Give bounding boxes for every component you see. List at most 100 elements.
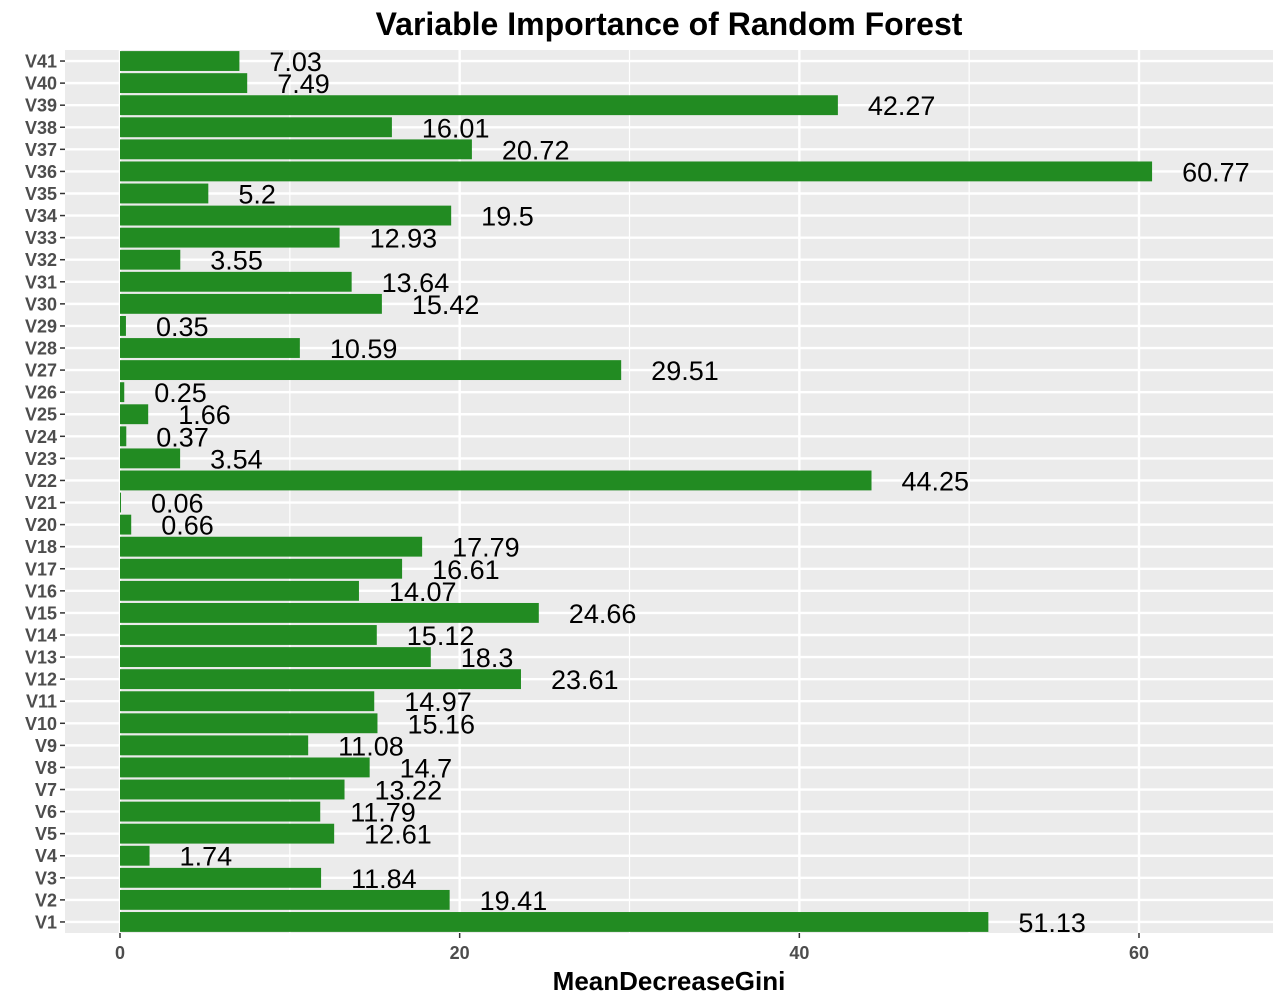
y-tick-label-V6: V6 [35, 802, 57, 822]
bar-V6 [120, 801, 321, 822]
bar-V33 [120, 227, 340, 248]
y-tick-label-V36: V36 [25, 162, 57, 182]
y-tick-label-V16: V16 [25, 581, 57, 601]
data-label-V16: 14.07 [389, 577, 457, 607]
y-tick-label-V15: V15 [25, 603, 57, 623]
y-tick-label-V21: V21 [25, 493, 57, 513]
data-label-V12: 23.61 [551, 665, 619, 695]
data-label-V41: 7.03 [269, 47, 322, 77]
data-label-V25: 1.66 [178, 400, 231, 430]
bars [120, 51, 1153, 932]
data-label-V27: 29.51 [651, 356, 719, 386]
data-label-V3: 11.84 [351, 864, 417, 894]
y-tick-label-V11: V11 [26, 692, 57, 712]
data-label-V37: 20.72 [502, 135, 570, 165]
y-tick-label-V12: V12 [25, 670, 57, 690]
bar-V21 [120, 492, 122, 513]
data-label-V35: 5.2 [238, 179, 276, 209]
bar-V30 [120, 293, 382, 314]
bar-V36 [120, 161, 1153, 182]
bar-V16 [120, 580, 359, 601]
data-label-V23: 3.54 [210, 444, 263, 474]
y-axis: V1V2V3V4V5V6V7V8V9V10V11V12V13V14V15V16V… [25, 52, 65, 932]
data-label-V30: 15.42 [412, 290, 480, 320]
bar-V34 [120, 205, 452, 226]
data-label-V34: 19.5 [481, 202, 534, 232]
bar-V25 [120, 404, 149, 425]
data-label-V20: 0.66 [161, 511, 214, 541]
y-tick-label-V22: V22 [25, 471, 57, 491]
y-tick-label-V38: V38 [25, 118, 57, 138]
bar-V2 [120, 889, 450, 910]
data-label-V9: 11.08 [338, 731, 404, 761]
bar-V5 [120, 823, 335, 844]
y-tick-label-V4: V4 [35, 846, 57, 866]
data-label-V2: 19.41 [480, 886, 548, 916]
data-label-V31: 13.64 [382, 268, 450, 298]
y-tick-label-V8: V8 [35, 758, 57, 778]
data-label-V21: 0.06 [151, 489, 204, 519]
bar-V10 [120, 713, 378, 734]
bar-V9 [120, 735, 309, 756]
y-tick-label-V40: V40 [25, 74, 57, 94]
bar-V4 [120, 845, 150, 866]
bar-V24 [120, 426, 127, 447]
y-tick-label-V10: V10 [25, 714, 57, 734]
data-label-V1: 51.13 [1018, 908, 1086, 938]
data-label-V7: 13.22 [375, 776, 443, 806]
data-label-V5: 12.61 [364, 820, 432, 850]
bar-V38 [120, 117, 392, 138]
data-label-V18: 17.79 [452, 533, 520, 563]
data-label-V15: 24.66 [569, 599, 637, 629]
bar-V23 [120, 448, 181, 469]
data-label-V14: 15.12 [407, 621, 475, 651]
y-tick-label-V2: V2 [35, 890, 57, 910]
y-tick-label-V17: V17 [25, 559, 57, 579]
data-label-V17: 16.61 [432, 555, 500, 585]
y-tick-label-V27: V27 [25, 361, 57, 381]
y-tick-label-V31: V31 [25, 272, 57, 292]
y-tick-label-V37: V37 [25, 140, 57, 160]
y-tick-label-V29: V29 [25, 316, 57, 336]
bar-V35 [120, 183, 209, 204]
y-tick-label-V25: V25 [25, 405, 57, 425]
bar-V26 [120, 382, 125, 403]
data-label-V28: 10.59 [330, 334, 398, 364]
bar-V3 [120, 867, 322, 888]
x-tick-label: 0 [115, 943, 125, 963]
data-label-V38: 16.01 [422, 113, 490, 143]
bar-V39 [120, 95, 838, 116]
data-label-V13: 18.3 [461, 643, 514, 673]
y-tick-label-V3: V3 [35, 868, 57, 888]
y-tick-label-V26: V26 [25, 383, 57, 403]
bar-V1 [120, 912, 989, 932]
y-tick-label-V28: V28 [25, 339, 57, 359]
data-label-V40: 7.49 [277, 69, 330, 99]
y-tick-label-V35: V35 [25, 184, 57, 204]
y-tick-label-V41: V41 [25, 52, 57, 72]
bar-V8 [120, 757, 370, 778]
bar-V37 [120, 139, 472, 160]
data-label-V24: 0.37 [156, 422, 209, 452]
data-label-V33: 12.93 [370, 224, 438, 254]
bar-V18 [120, 536, 423, 557]
y-tick-label-V13: V13 [25, 648, 57, 668]
y-tick-label-V32: V32 [25, 250, 57, 270]
data-label-V36: 60.77 [1182, 157, 1250, 187]
chart-title: Variable Importance of Random Forest [376, 6, 963, 42]
bar-V15 [120, 602, 539, 623]
bar-V11 [120, 691, 375, 712]
bar-V41 [120, 51, 240, 71]
y-tick-label-V5: V5 [35, 824, 57, 844]
data-label-V4: 1.74 [180, 842, 233, 872]
x-axis-title: MeanDecreaseGini [553, 966, 786, 996]
bar-V28 [120, 338, 300, 358]
y-tick-label-V30: V30 [25, 294, 57, 314]
bar-V32 [120, 249, 181, 270]
y-tick-label-V7: V7 [35, 780, 57, 800]
y-tick-label-V9: V9 [35, 736, 57, 756]
x-axis: 0 20 40 60 [115, 933, 1149, 963]
y-tick-label-V1: V1 [35, 912, 57, 932]
data-label-V6: 11.79 [350, 798, 416, 828]
